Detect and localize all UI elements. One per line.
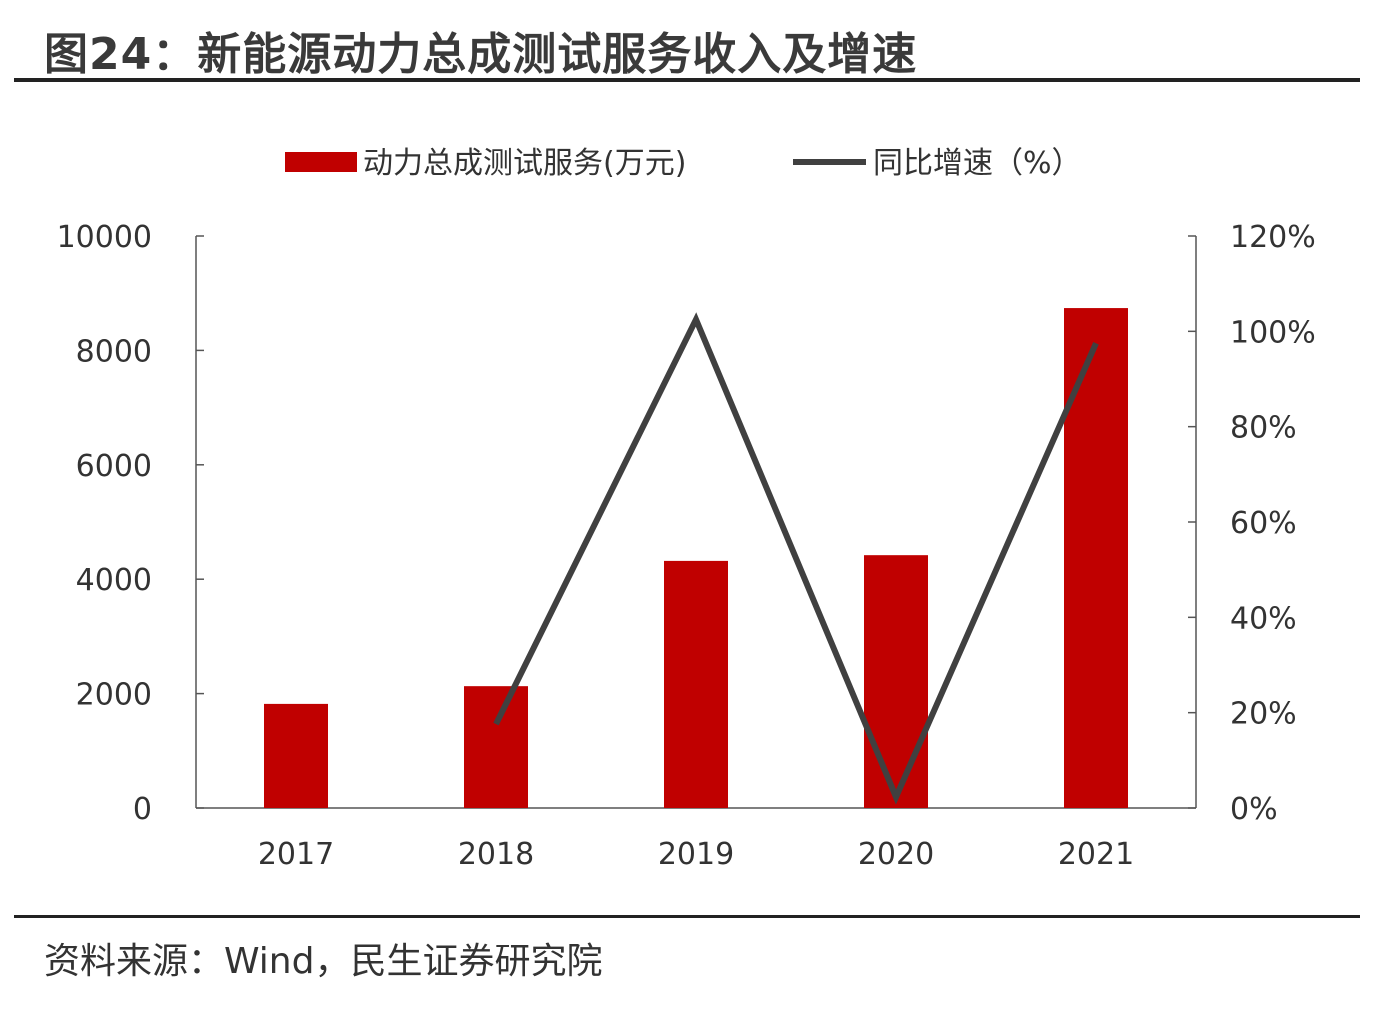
- x-tick-label: 2020: [858, 837, 934, 872]
- left-tick-label: 10000: [57, 220, 152, 255]
- bar-2017: [264, 703, 328, 808]
- right-tick-label: 80%: [1230, 411, 1297, 446]
- legend-bar-label: 动力总成测试服务(万元): [363, 146, 686, 181]
- left-tick-label: 8000: [76, 334, 152, 369]
- right-tick-label: 60%: [1230, 506, 1297, 541]
- x-tick-label: 2021: [1058, 837, 1134, 872]
- source-note: 资料来源：Wind，民生证券研究院: [44, 941, 603, 982]
- bar-2019: [664, 560, 728, 808]
- growth-line: [493, 312, 1099, 805]
- legend-line-label: 同比增速（%）: [873, 146, 1082, 181]
- figure-title: 图24：新能源动力总成测试服务收入及增速: [44, 29, 918, 80]
- right-tick-label: 40%: [1230, 601, 1297, 636]
- right-tick-label: 100%: [1230, 315, 1316, 350]
- x-tick-label: 2019: [658, 837, 734, 872]
- x-tick-label: 2017: [258, 837, 334, 872]
- title-rule: [14, 78, 1360, 82]
- left-tick-label: 2000: [76, 678, 152, 713]
- source-rule: [14, 915, 1360, 918]
- legend: 动力总成测试服务(万元) 同比增速（%）: [285, 146, 1082, 181]
- left-tick-label: 4000: [76, 563, 152, 598]
- right-tick-label: 20%: [1230, 697, 1297, 732]
- left-tick-label: 6000: [76, 449, 152, 484]
- right-tick-label: 0%: [1230, 792, 1278, 827]
- right-tick-label: 120%: [1230, 220, 1316, 255]
- left-tick-label: 0: [133, 792, 152, 827]
- bar-2018: [464, 686, 528, 808]
- x-tick-label: 2018: [458, 837, 534, 872]
- bar-2021: [1064, 308, 1128, 808]
- bar-2020: [864, 555, 928, 808]
- legend-bar-swatch: [285, 152, 357, 172]
